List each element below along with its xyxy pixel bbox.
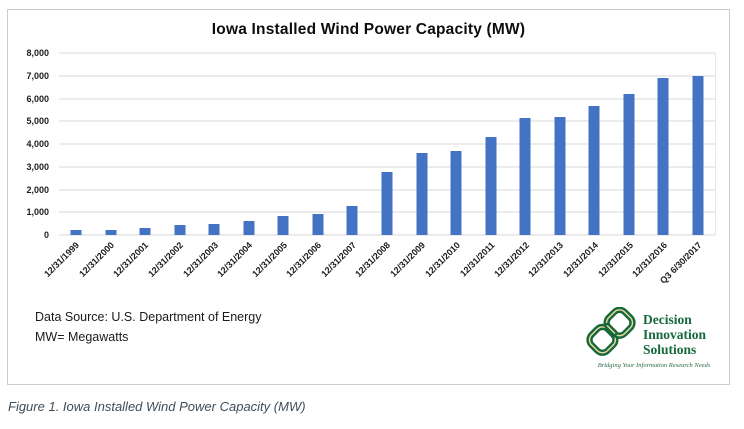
x-tick-label: 12/31/2009	[388, 240, 428, 279]
gridline	[59, 166, 715, 168]
bar-12/31/2011	[485, 136, 497, 235]
bar-12/31/2010	[450, 151, 462, 235]
plot-area: 0 1,000 2,000 3,000 4,000 5,000 6,000 7,000 8,00…	[26, 48, 716, 240]
bar-12/31/2007	[346, 206, 358, 235]
y-tick-label: 7,000	[26, 70, 49, 81]
y-tick-label: 4,000	[26, 139, 49, 149]
y-tick-label: 3,000	[26, 161, 49, 172]
gridline	[59, 98, 715, 99]
figure-caption: Figure 1. Iowa Installed Wind Power Capa…	[8, 399, 306, 414]
bar-12/31/1999	[70, 229, 82, 235]
x-tick-label: 12/31/2013	[526, 240, 566, 279]
y-tick-label: 2,000	[26, 184, 49, 195]
chart-title: Iowa Installed Wind Power Capacity (MW)	[211, 21, 526, 38]
bar-12/31/2003	[208, 224, 220, 235]
gridline	[59, 52, 715, 54]
y-tick-label: 6,000	[26, 93, 49, 104]
bar-12/31/2012	[519, 118, 531, 235]
x-tick-label: 12/31/2002	[146, 240, 186, 279]
knot-logo-icon	[584, 306, 638, 361]
source-note: Data Source: U.S. Department of Energy M…	[35, 307, 262, 347]
bar-12/31/2000	[105, 229, 117, 235]
source-line-1: Data Source: U.S. Department of Energy	[35, 310, 262, 324]
bar-12/31/2006	[312, 213, 324, 235]
bar-12/31/2004	[243, 220, 255, 235]
x-tick-label: 12/31/2015	[595, 240, 635, 279]
x-axis: 12/31/1999 12/31/2000 12/31/2001 12/31/2002…	[42, 235, 716, 299]
x-tick-label: 12/31/2014	[561, 240, 601, 279]
x-tick-label: 12/31/2006	[284, 240, 324, 279]
y-tick-label: 1,000	[26, 207, 49, 218]
gridline	[59, 234, 715, 236]
bar-12/31/2016	[657, 77, 669, 235]
y-tick-label: 5,000	[26, 116, 49, 127]
x-tick-label: 12/31/2003	[180, 240, 220, 279]
bar-12/31/2005	[277, 215, 289, 235]
bar-12/31/2015	[623, 93, 635, 235]
logo-name-line-3: Solutions	[643, 341, 697, 357]
gridline	[59, 143, 715, 145]
bar-12/31/2013	[554, 117, 566, 235]
bar-12/31/2009	[416, 153, 428, 235]
x-tick-label: 12/31/2005	[249, 240, 289, 279]
logo-name-line-1: Decision	[643, 311, 692, 327]
logo-name: Decision Innovation Solutions	[643, 312, 706, 357]
x-tick-label: 12/31/1999	[42, 240, 82, 279]
company-logo: Decision Innovation Solutions Bridging Y…	[584, 306, 724, 369]
gridline	[59, 120, 715, 122]
x-tick-label: 12/31/2001	[111, 240, 151, 279]
x-tick-label: 12/31/2012	[491, 240, 531, 279]
x-tick-label: 12/31/2000	[77, 240, 116, 279]
bar-12/31/2001	[139, 227, 151, 235]
source-line-2: MW= Megawatts	[35, 330, 129, 344]
y-tick-label: 0	[43, 230, 49, 240]
x-tick-label: 12/31/2011	[457, 240, 497, 279]
logo-tagline: Bridging Your Information Research Needs	[597, 362, 711, 369]
figure-panel: Iowa Installed Wind Power Capacity (MW) …	[7, 9, 730, 385]
bar-12/31/2014	[588, 105, 600, 235]
bar-12/31/2002	[174, 225, 186, 235]
x-tick-label: 12/31/2004	[215, 240, 255, 279]
x-tick-label: 12/31/2010	[422, 240, 462, 279]
y-tick-label: 8,000	[26, 48, 49, 58]
bar-12/31/2008	[381, 171, 393, 235]
bar-Q3 6/30/2017	[692, 76, 704, 235]
gridline	[59, 75, 715, 77]
logo-name-line-2: Innovation	[643, 326, 707, 342]
x-tick-label: 12/31/2007	[319, 240, 358, 279]
x-tick-label: 12/31/2008	[353, 240, 393, 279]
